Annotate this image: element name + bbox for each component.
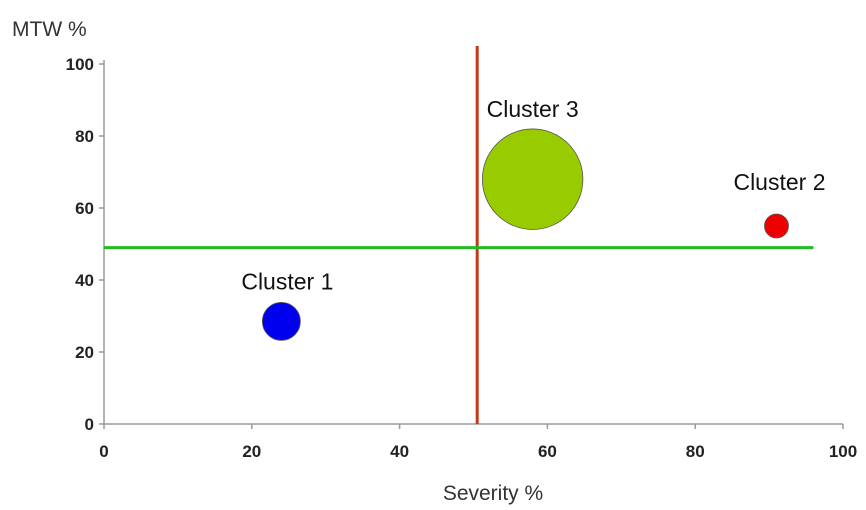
y-tick-label: 20 xyxy=(75,343,94,362)
cluster-1-bubble xyxy=(261,301,301,341)
cluster-3-label: Cluster 3 xyxy=(487,96,579,122)
x-tick-label: 80 xyxy=(686,442,705,461)
cluster-2-bubble xyxy=(764,213,789,239)
reference-lines xyxy=(104,46,814,424)
x-tick-label: 40 xyxy=(390,442,409,461)
cluster-2-label: Cluster 2 xyxy=(733,169,825,195)
cluster-1-label: Cluster 1 xyxy=(241,268,333,294)
x-axis-title: Severity % xyxy=(443,482,543,505)
x-tick-label: 0 xyxy=(99,442,108,461)
tick-labels: 0 20 40 60 80 100 0 20 40 60 80 100 xyxy=(66,55,858,461)
y-axis-title: MTW % xyxy=(12,18,87,41)
axes xyxy=(103,60,843,425)
y-tick-label: 60 xyxy=(75,199,94,218)
y-tick-label: 100 xyxy=(66,55,94,74)
x-tick-label: 20 xyxy=(242,442,261,461)
y-tick-label: 40 xyxy=(75,271,94,290)
bubbles: Cluster 1 Cluster 2 Cluster 3 xyxy=(241,96,826,341)
x-tick-label: 60 xyxy=(538,442,557,461)
x-tick-label: 100 xyxy=(829,442,857,461)
cluster-3-bubble xyxy=(481,128,584,230)
y-tick-label: 0 xyxy=(85,415,94,434)
y-tick-label: 80 xyxy=(75,127,94,146)
